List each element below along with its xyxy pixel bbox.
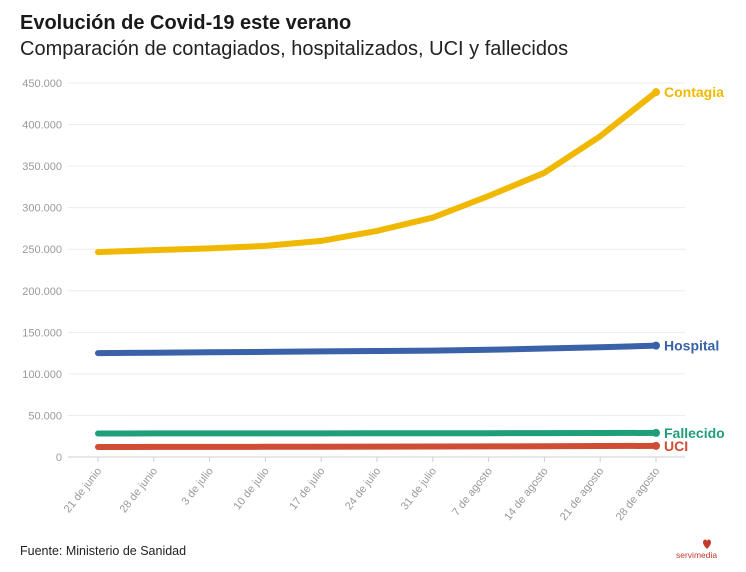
data-point-contagiados (152, 248, 156, 252)
logo-mark-icon (703, 539, 711, 549)
x-tick-label: 17 de julio (287, 465, 327, 512)
y-tick-label: 150.000 (22, 327, 62, 339)
y-tick-label: 300.000 (22, 203, 62, 215)
y-tick-label: 100.000 (22, 369, 62, 381)
end-dot-contagiados (652, 88, 660, 97)
data-point-fallecidos (542, 431, 546, 435)
data-point-hospitalizados (431, 348, 435, 352)
series-label-contagiados: Contagia (664, 84, 724, 100)
y-tick-label: 400.000 (22, 120, 62, 132)
data-point-contagiados (319, 239, 323, 243)
data-point-fallecidos (96, 431, 100, 435)
data-point-uci (207, 445, 211, 449)
chart-title: Evolución de Covid-19 este verano (20, 12, 352, 34)
data-point-contagiados (96, 250, 100, 254)
servimedia-logo: servimedia (676, 538, 724, 562)
data-point-hospitalizados (207, 350, 211, 354)
data-point-hospitalizados (319, 349, 323, 353)
data-point-hospitalizados (152, 350, 156, 354)
x-tick-label: 28 de junio (118, 465, 161, 515)
y-tick-label: 0 (56, 452, 62, 464)
data-point-uci (542, 444, 546, 448)
end-dot-hospitalizados (652, 341, 660, 350)
series-label-hospitalizados: Hospital (664, 338, 719, 354)
data-point-contagiados (486, 194, 490, 198)
x-tick-label: 31 de julio (399, 465, 439, 512)
x-tick-label: 21 de junio (62, 465, 105, 515)
data-point-hospitalizados (96, 351, 100, 355)
logo-text: servimedia (676, 550, 718, 560)
data-point-fallecidos (263, 431, 267, 435)
end-dot-fallecidos (652, 428, 660, 437)
y-tick-label: 50.000 (28, 410, 62, 422)
data-point-fallecidos (207, 431, 211, 435)
gridlines (68, 82, 685, 458)
series-label-fallecidos: Fallecido (664, 425, 725, 441)
data-point-hospitalizados (263, 350, 267, 354)
data-point-fallecidos (431, 431, 435, 435)
data-point-fallecidos (486, 431, 490, 435)
series-line-hospitalizados (95, 342, 659, 357)
data-point-uci (319, 444, 323, 448)
series-lines (95, 88, 660, 450)
data-point-uci (486, 444, 490, 448)
data-point-uci (375, 444, 379, 448)
y-tick-label: 250.000 (22, 244, 62, 256)
data-point-uci (152, 445, 156, 449)
y-tick-label: 350.000 (22, 161, 62, 173)
y-axis: 0 50.000 100.000 150.000 200.000 250.000 300.0… (22, 78, 62, 464)
line-chart: 0 50.000 100.000 150.000 200.000 250.000 300.0… (22, 78, 725, 523)
data-point-fallecidos (375, 431, 379, 435)
data-point-contagiados (598, 134, 602, 138)
series-label-uci: UCI (664, 438, 688, 454)
x-axis: 21 de junio 28 de junio 3 de julio 10 de ju… (62, 457, 663, 523)
series-line-uci (95, 442, 659, 450)
data-point-fallecidos (152, 431, 156, 435)
chart-subtitle: Comparación de contagiados, hospitalizad… (20, 38, 569, 60)
data-point-fallecidos (598, 431, 602, 435)
data-point-contagiados (431, 215, 435, 219)
data-point-uci (598, 444, 602, 448)
series-line-contagiados (95, 89, 659, 256)
x-tick-label: 14 de agosto (502, 465, 551, 523)
data-point-contagiados (375, 229, 379, 233)
data-point-contagiados (542, 171, 546, 175)
x-tick-label: 10 de julio (231, 465, 271, 512)
y-tick-label: 200.000 (22, 286, 62, 298)
x-tick-label: 7 de agosto (450, 465, 495, 518)
data-point-hospitalizados (486, 348, 490, 352)
x-tick-label: 24 de julio (343, 465, 383, 512)
series-line-fallecidos (95, 429, 659, 437)
y-tick-label: 450.000 (22, 78, 62, 90)
x-tick-label: 28 de agosto (614, 465, 663, 523)
data-point-uci (96, 445, 100, 449)
data-point-uci (431, 444, 435, 448)
end-dot-uci (652, 441, 660, 450)
data-point-contagiados (263, 244, 267, 248)
data-point-hospitalizados (598, 345, 602, 349)
data-point-hospitalizados (375, 349, 379, 353)
data-point-contagiados (207, 246, 211, 250)
data-point-uci (263, 445, 267, 449)
x-tick-label: 3 de julio (179, 465, 216, 507)
source-note: Fuente: Ministerio de Sanidad (20, 544, 187, 558)
data-point-hospitalizados (542, 346, 546, 350)
x-tick-label: 21 de agosto (558, 465, 607, 523)
data-point-fallecidos (319, 431, 323, 435)
